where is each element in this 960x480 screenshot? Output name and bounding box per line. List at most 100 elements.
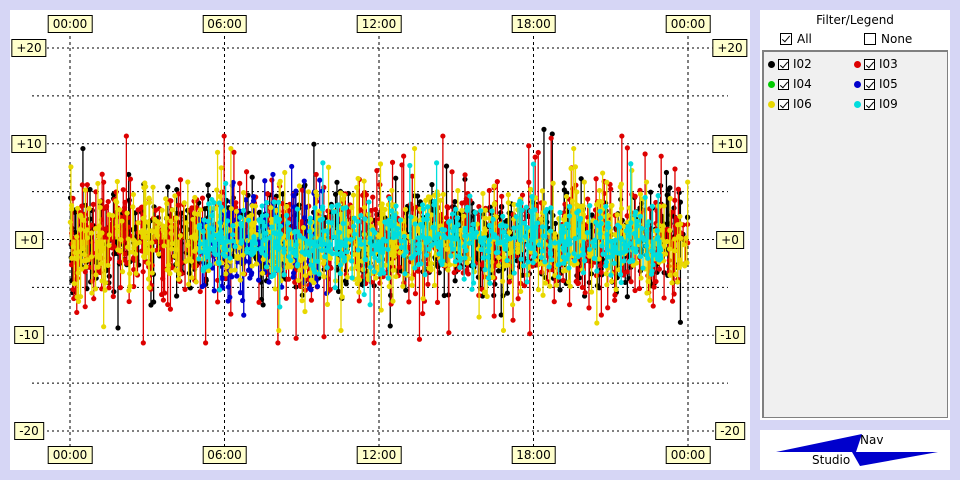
data-point (174, 261, 180, 267)
data-point (71, 281, 77, 287)
data-point (165, 301, 171, 308)
data-point (293, 335, 299, 341)
data-point (321, 334, 327, 340)
data-point (186, 270, 192, 276)
data-point (243, 169, 250, 175)
data-point (197, 207, 203, 213)
data-point (446, 330, 452, 336)
data-point (676, 264, 682, 271)
data-point (500, 278, 506, 284)
data-point (237, 277, 243, 283)
data-point (69, 255, 75, 261)
data-point (589, 212, 595, 218)
data-point (661, 295, 667, 301)
data-point (131, 283, 137, 290)
data-point (412, 204, 419, 210)
data-point (389, 260, 395, 266)
data-point (608, 186, 614, 192)
data-point (412, 291, 419, 297)
data-point (168, 218, 174, 224)
data-point (79, 203, 85, 209)
data-point (308, 297, 315, 303)
data-point (553, 282, 560, 288)
data-point (120, 187, 126, 193)
data-point (582, 290, 588, 296)
data-point (648, 189, 654, 195)
data-point (474, 221, 480, 227)
data-point (260, 302, 266, 308)
data-point (266, 279, 272, 285)
data-point (658, 153, 664, 159)
data-point (535, 287, 542, 293)
data-point (161, 225, 168, 232)
data-point (572, 164, 579, 170)
data-point (234, 273, 240, 279)
data-point (452, 278, 458, 284)
data-point (596, 256, 602, 262)
data-point (344, 274, 351, 280)
data-point (228, 145, 234, 152)
data-point (138, 229, 144, 235)
data-point (264, 191, 271, 197)
data-point (183, 258, 189, 264)
data-point (476, 314, 482, 320)
data-point (482, 215, 489, 221)
data-point (528, 186, 534, 192)
data-point (191, 210, 198, 217)
data-point (70, 244, 76, 250)
data-point (580, 212, 586, 218)
data-point (253, 261, 260, 267)
data-point (167, 306, 174, 312)
data-point (97, 204, 103, 211)
data-point (518, 288, 524, 295)
data-point (221, 133, 227, 139)
data-point (152, 207, 159, 213)
data-point (149, 270, 155, 276)
data-point (568, 165, 574, 171)
plot-panel[interactable]: 00:00 00:00 06:00 06:00 12:00 12:00 18:00 18:00… (10, 10, 750, 470)
data-point (68, 262, 75, 268)
data-point (130, 204, 136, 210)
data-point (661, 243, 667, 249)
data-point (386, 283, 392, 290)
data-point (447, 262, 453, 268)
data-point (667, 272, 673, 278)
data-point (156, 251, 162, 257)
data-point (585, 196, 591, 202)
data-point (256, 277, 262, 283)
data-point (314, 192, 320, 199)
data-point (504, 290, 511, 296)
data-point (83, 257, 89, 263)
data-point (325, 208, 331, 214)
data-point (235, 255, 241, 261)
data-point (142, 180, 148, 186)
data-point (619, 133, 625, 139)
data-point (636, 285, 643, 292)
data-point (168, 198, 174, 204)
data-point (499, 193, 505, 199)
data-point (164, 200, 170, 207)
data-point (83, 264, 89, 270)
data-point (679, 261, 685, 267)
data-point (243, 197, 249, 203)
data-point (567, 283, 573, 289)
data-point (126, 287, 132, 294)
data-point (465, 271, 471, 277)
data-point (270, 171, 276, 178)
data-point (574, 189, 580, 195)
data-point (671, 291, 677, 297)
data-point (302, 308, 308, 315)
data-point (420, 310, 426, 317)
data-point (600, 170, 606, 176)
data-point (571, 214, 578, 220)
data-point (373, 275, 379, 281)
data-point (150, 184, 156, 190)
data-point (225, 284, 232, 290)
data-point (403, 287, 409, 293)
data-point (482, 207, 489, 213)
data-point (374, 168, 380, 174)
scatter-plot[interactable] (10, 10, 750, 470)
data-point (552, 220, 558, 227)
data-point (656, 266, 662, 272)
data-point (637, 191, 644, 197)
